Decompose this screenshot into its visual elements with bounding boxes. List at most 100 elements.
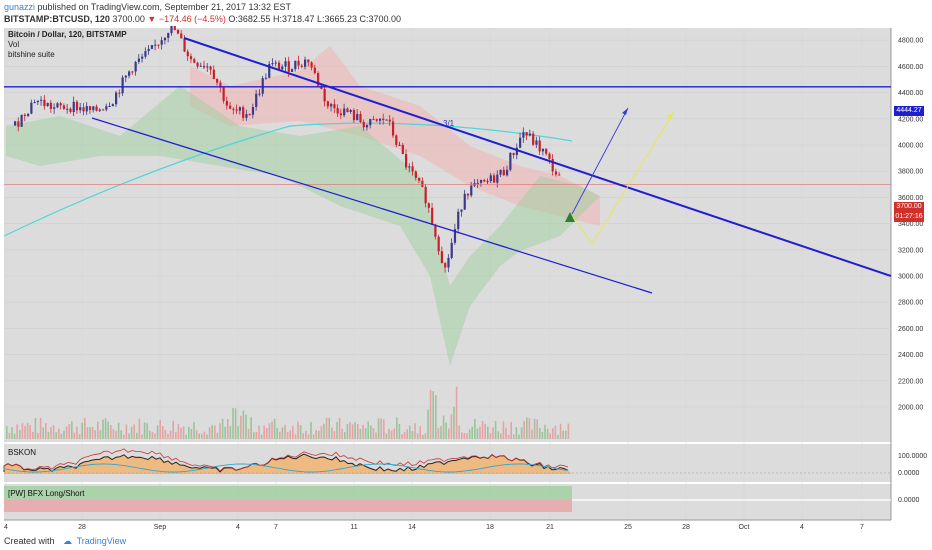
time-tick-label: 28 — [682, 524, 690, 531]
time-tick-label: Sep — [154, 524, 167, 531]
volume-bar — [526, 417, 528, 439]
volume-bar — [11, 427, 13, 439]
last-price: 3700.00 — [112, 14, 145, 24]
candle-body — [551, 159, 554, 172]
volume-bar — [331, 427, 333, 439]
volume-bar — [211, 425, 213, 439]
time-axis: 4 28 Sep 4 7 11 14 18 21 25 28 Oct 4 7 — [4, 519, 891, 531]
volume-bar — [315, 429, 317, 439]
volume-bar — [201, 433, 203, 439]
candle-body — [238, 107, 242, 111]
volume-bar — [375, 432, 377, 439]
candle-body — [274, 62, 277, 64]
candle-body — [245, 114, 248, 118]
candle-body — [372, 119, 375, 121]
candle-body — [506, 169, 509, 176]
candle-body — [330, 104, 333, 107]
last-price-box: 3700.00 — [894, 202, 924, 212]
volume-bar — [505, 427, 507, 439]
candle-body — [411, 166, 414, 172]
volume-bar — [78, 434, 81, 439]
candle-body — [378, 118, 382, 121]
volume-bar — [409, 425, 411, 439]
volume-bar — [539, 428, 541, 439]
candle-body — [49, 102, 53, 109]
projection-blue-line — [571, 107, 629, 215]
projection-yellow-arrow-icon — [667, 112, 674, 119]
bskon-label: BSKON — [8, 448, 37, 457]
volume-bar — [206, 434, 208, 439]
volume-bar — [26, 422, 29, 439]
price-tick-label: 3200.00 — [898, 247, 923, 254]
time-tick-label: 14 — [408, 524, 416, 531]
volume-bar — [37, 432, 39, 439]
author-link[interactable]: gunazzi — [4, 2, 36, 12]
volume-bar — [164, 429, 167, 439]
volume-bar — [76, 426, 78, 439]
volume-bar — [541, 431, 544, 439]
time-tick-label: 18 — [486, 524, 494, 531]
volume-bar — [47, 431, 50, 439]
candle-body — [43, 99, 46, 107]
volume-bar — [396, 417, 398, 439]
volume-bar — [372, 428, 375, 439]
candle-body — [424, 186, 427, 204]
candle-body — [391, 121, 395, 136]
volume-bar — [253, 432, 255, 439]
candle-body — [232, 108, 235, 110]
candle-body — [427, 203, 431, 208]
candle-body — [219, 82, 222, 88]
candle-body — [167, 33, 170, 38]
volume-bar — [8, 432, 11, 439]
time-tick-label: 21 — [546, 524, 554, 531]
candle-body — [193, 59, 196, 63]
tradingview-brand[interactable]: TradingView — [76, 536, 127, 546]
volume-bar — [39, 417, 42, 439]
candle-body — [30, 102, 33, 114]
candle-body — [356, 114, 359, 121]
candle-body — [303, 59, 307, 67]
volume-bar — [284, 424, 286, 439]
candle-body — [105, 106, 108, 110]
candle-body — [261, 78, 264, 94]
candle-body — [268, 63, 271, 78]
price-tick-label: 2200.00 — [898, 378, 923, 385]
price-tick-label: 2000.00 — [898, 405, 923, 412]
channel-bottom-line — [91, 117, 653, 294]
volume-bar — [401, 434, 403, 439]
time-tick-label: 4 — [4, 524, 8, 531]
candle-body — [176, 29, 180, 34]
candle-body — [499, 169, 502, 175]
candle-body — [222, 87, 225, 101]
candle-body — [300, 65, 303, 67]
candle-body — [382, 118, 385, 120]
candle-body — [160, 40, 163, 45]
volume-bar — [461, 432, 463, 439]
candle-body — [538, 140, 541, 152]
candle-body — [248, 114, 251, 116]
volume-bar — [219, 423, 221, 439]
time-tick-label: 4 — [800, 524, 804, 531]
tradingview-logo-icon[interactable]: ☁ — [63, 536, 73, 546]
candle-body — [88, 106, 92, 111]
volume-bar — [565, 430, 567, 439]
volume-bar — [494, 420, 497, 439]
candle-body — [362, 121, 365, 128]
candle-body — [352, 110, 356, 121]
volume-bar — [247, 428, 250, 439]
time-tick-label: 7 — [274, 524, 278, 531]
volume-bar — [123, 434, 125, 439]
candle-body — [147, 48, 150, 52]
time-tick-label: 4 — [236, 524, 240, 531]
volume-bar — [416, 433, 419, 439]
volume-bar — [16, 424, 18, 439]
candle-body — [492, 175, 496, 183]
volume-bar — [307, 434, 310, 439]
volume-bar — [214, 425, 216, 439]
candle-body — [385, 119, 388, 121]
volume-bar — [427, 409, 429, 439]
candle-body — [255, 93, 258, 108]
candle-body — [418, 177, 421, 181]
vol-label: Vol — [8, 40, 20, 49]
